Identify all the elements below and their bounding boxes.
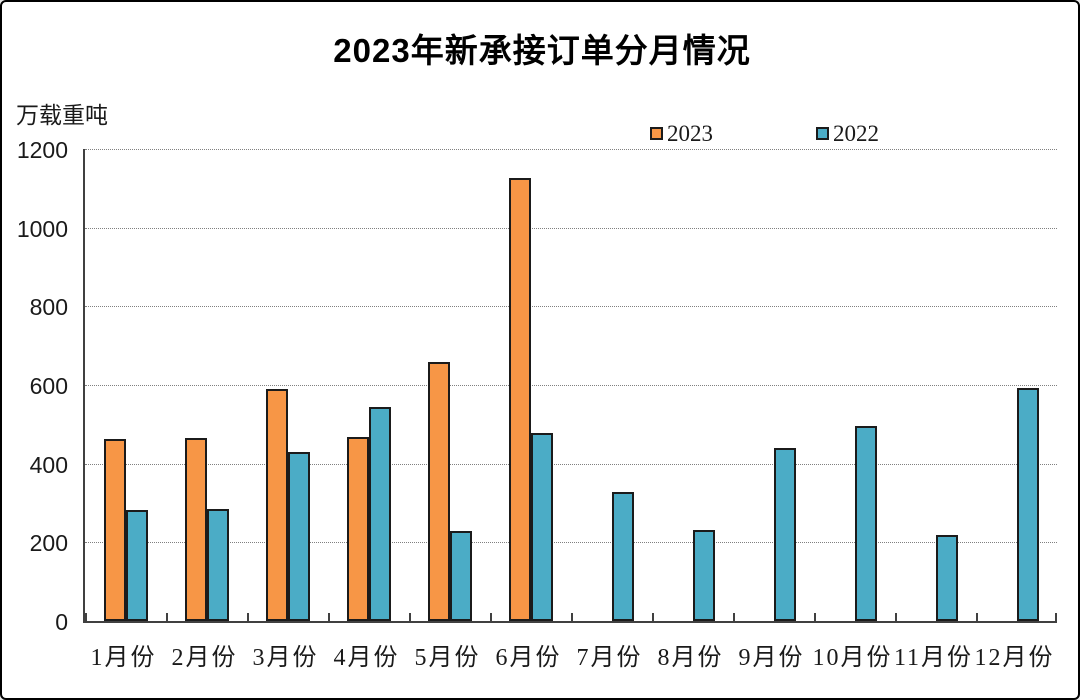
bar-2022-12月份 bbox=[1016, 388, 1039, 621]
x-axis-tick bbox=[85, 613, 87, 621]
legend-swatch-2023 bbox=[650, 127, 663, 140]
y-axis-label-400: 400 bbox=[29, 451, 68, 478]
x-axis-tick bbox=[1055, 613, 1057, 621]
x-axis-tick bbox=[814, 613, 816, 621]
bar-2022-6月份 bbox=[530, 433, 553, 621]
bar-2023-5月份 bbox=[427, 362, 450, 621]
x-axis-tick bbox=[733, 613, 735, 621]
gridline-1000 bbox=[85, 227, 1057, 229]
bar-2022-3月份 bbox=[287, 452, 310, 621]
x-axis-label-2月份: 2月份 bbox=[171, 645, 238, 671]
bar-2022-7月份 bbox=[611, 492, 634, 621]
gridline-400 bbox=[85, 463, 1057, 465]
bar-2023-3月份 bbox=[265, 389, 288, 621]
x-axis-label-6月份: 6月份 bbox=[495, 645, 562, 671]
x-axis-label-11月份: 11月份 bbox=[893, 645, 974, 671]
x-axis-tick bbox=[571, 613, 573, 621]
x-axis-label-9月份: 9月份 bbox=[738, 645, 805, 671]
gridline-800 bbox=[85, 306, 1057, 308]
y-axis-label-200: 200 bbox=[29, 530, 68, 557]
y-axis-label-800: 800 bbox=[29, 294, 68, 321]
chart-title: 2023年新承接订单分月情况 bbox=[333, 32, 751, 69]
x-axis-tick bbox=[976, 613, 978, 621]
x-axis-tick bbox=[895, 613, 897, 621]
bar-2022-8月份 bbox=[692, 530, 715, 621]
bar-2023-2月份 bbox=[184, 438, 207, 621]
x-axis-tick bbox=[490, 613, 492, 621]
x-axis-label-7月份: 7月份 bbox=[576, 645, 643, 671]
legend-label-2023: 2023 bbox=[667, 121, 713, 146]
gridline-1200 bbox=[85, 149, 1057, 150]
y-axis-label-1000: 1000 bbox=[16, 215, 68, 242]
bar-2022-11月份 bbox=[935, 535, 958, 621]
bar-2022-2月份 bbox=[206, 509, 229, 621]
bar-2022-1月份 bbox=[125, 510, 148, 621]
y-axis-label-600: 600 bbox=[29, 373, 68, 399]
x-axis-label-8月份: 8月份 bbox=[657, 645, 724, 671]
bar-2022-5月份 bbox=[449, 531, 472, 621]
x-axis-label-1月份: 1月份 bbox=[90, 645, 157, 671]
plot-area bbox=[83, 149, 1057, 623]
bar-2022-9月份 bbox=[773, 448, 796, 621]
y-axis-unit-label: 万载重吨 bbox=[16, 102, 108, 128]
bar-2022-10月份 bbox=[854, 426, 877, 621]
x-axis-label-10月份: 10月份 bbox=[812, 645, 893, 671]
bar-2023-4月份 bbox=[346, 437, 369, 621]
x-axis-tick bbox=[409, 613, 411, 621]
x-axis-label-5月份: 5月份 bbox=[414, 645, 481, 671]
legend-label-2022: 2022 bbox=[833, 121, 879, 146]
x-axis-label-4月份: 4月份 bbox=[333, 645, 400, 671]
legend-item-2022: 2022 bbox=[816, 122, 879, 145]
y-axis-label-0: 0 bbox=[55, 609, 68, 635]
bar-2023-1月份 bbox=[103, 439, 126, 621]
y-axis-label-1200: 1200 bbox=[16, 137, 68, 163]
x-axis-tick bbox=[328, 613, 330, 621]
x-axis-tick bbox=[166, 613, 168, 621]
bar-2023-6月份 bbox=[508, 178, 531, 621]
legend-item-2023: 2023 bbox=[650, 122, 713, 145]
x-axis-label-3月份: 3月份 bbox=[252, 645, 319, 671]
legend-swatch-2022 bbox=[816, 127, 829, 140]
x-axis-label-12月份: 12月份 bbox=[974, 645, 1055, 671]
x-axis-tick bbox=[247, 613, 249, 621]
gridline-200 bbox=[85, 542, 1057, 544]
x-axis-tick bbox=[652, 613, 654, 621]
gridline-600 bbox=[85, 385, 1057, 386]
bar-2022-4月份 bbox=[368, 407, 391, 621]
